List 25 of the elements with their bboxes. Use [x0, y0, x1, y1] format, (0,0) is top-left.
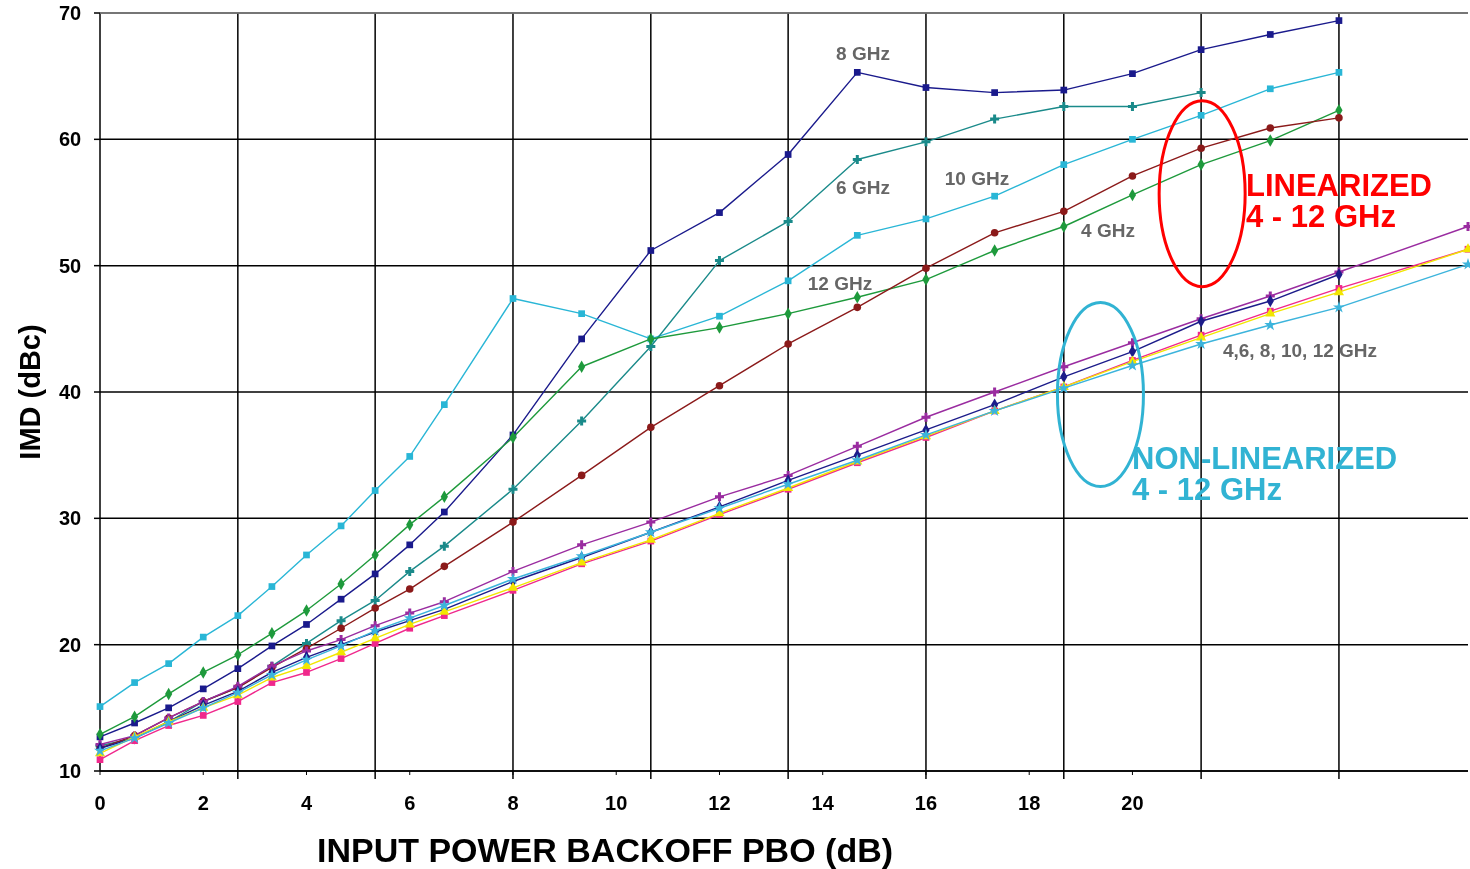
x-tick-label: 12: [708, 792, 731, 814]
y-tick-label: 40: [58, 381, 82, 403]
y-tick-label: 70: [58, 2, 82, 24]
annotation: 4 GHz: [1081, 219, 1135, 241]
y-tick-label: 30: [58, 507, 82, 530]
y-tick-label: 20: [58, 633, 82, 656]
y-tick-label: 10: [58, 760, 82, 782]
x-tick-label: 16: [914, 792, 938, 814]
x-tick-label: 8: [507, 792, 519, 814]
annotation: 10 GHz: [944, 167, 1010, 189]
x-tick-label: 6: [404, 792, 416, 814]
y-axis-title: IMD (dBc): [14, 324, 47, 460]
x-tick-label: 10: [605, 792, 628, 814]
x-tick-label: 20: [1121, 792, 1144, 814]
x-tick-label: 18: [1018, 792, 1041, 814]
x-tick-label: 0: [94, 792, 106, 814]
x-tick-label: 2: [197, 792, 209, 814]
y-tick-label: 60: [58, 128, 82, 151]
annotation: 6 GHz: [836, 176, 890, 198]
annotation: 12 GHz: [807, 272, 873, 294]
x-tick-label: 14: [811, 792, 835, 814]
y-tick-label: 50: [58, 254, 82, 277]
annotation: 8 GHz: [836, 42, 890, 64]
x-tick-label: 4: [300, 792, 313, 814]
x-axis-title: INPUT POWER BACKOFF PBO (dB): [316, 830, 894, 869]
